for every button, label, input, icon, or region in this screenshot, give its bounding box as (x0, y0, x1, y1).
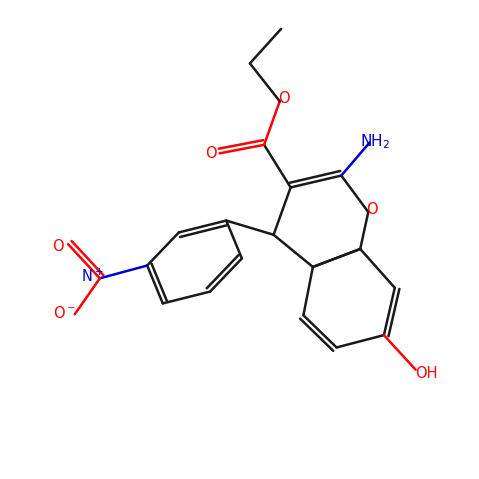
Text: O: O (278, 91, 289, 106)
Text: O: O (205, 146, 217, 161)
Text: O: O (366, 202, 378, 217)
Text: OH: OH (415, 366, 437, 381)
Text: O$^-$: O$^-$ (53, 305, 76, 321)
Text: N$^+$: N$^+$ (81, 267, 104, 285)
Text: NH$_2$: NH$_2$ (360, 132, 390, 151)
Text: O: O (52, 239, 64, 254)
